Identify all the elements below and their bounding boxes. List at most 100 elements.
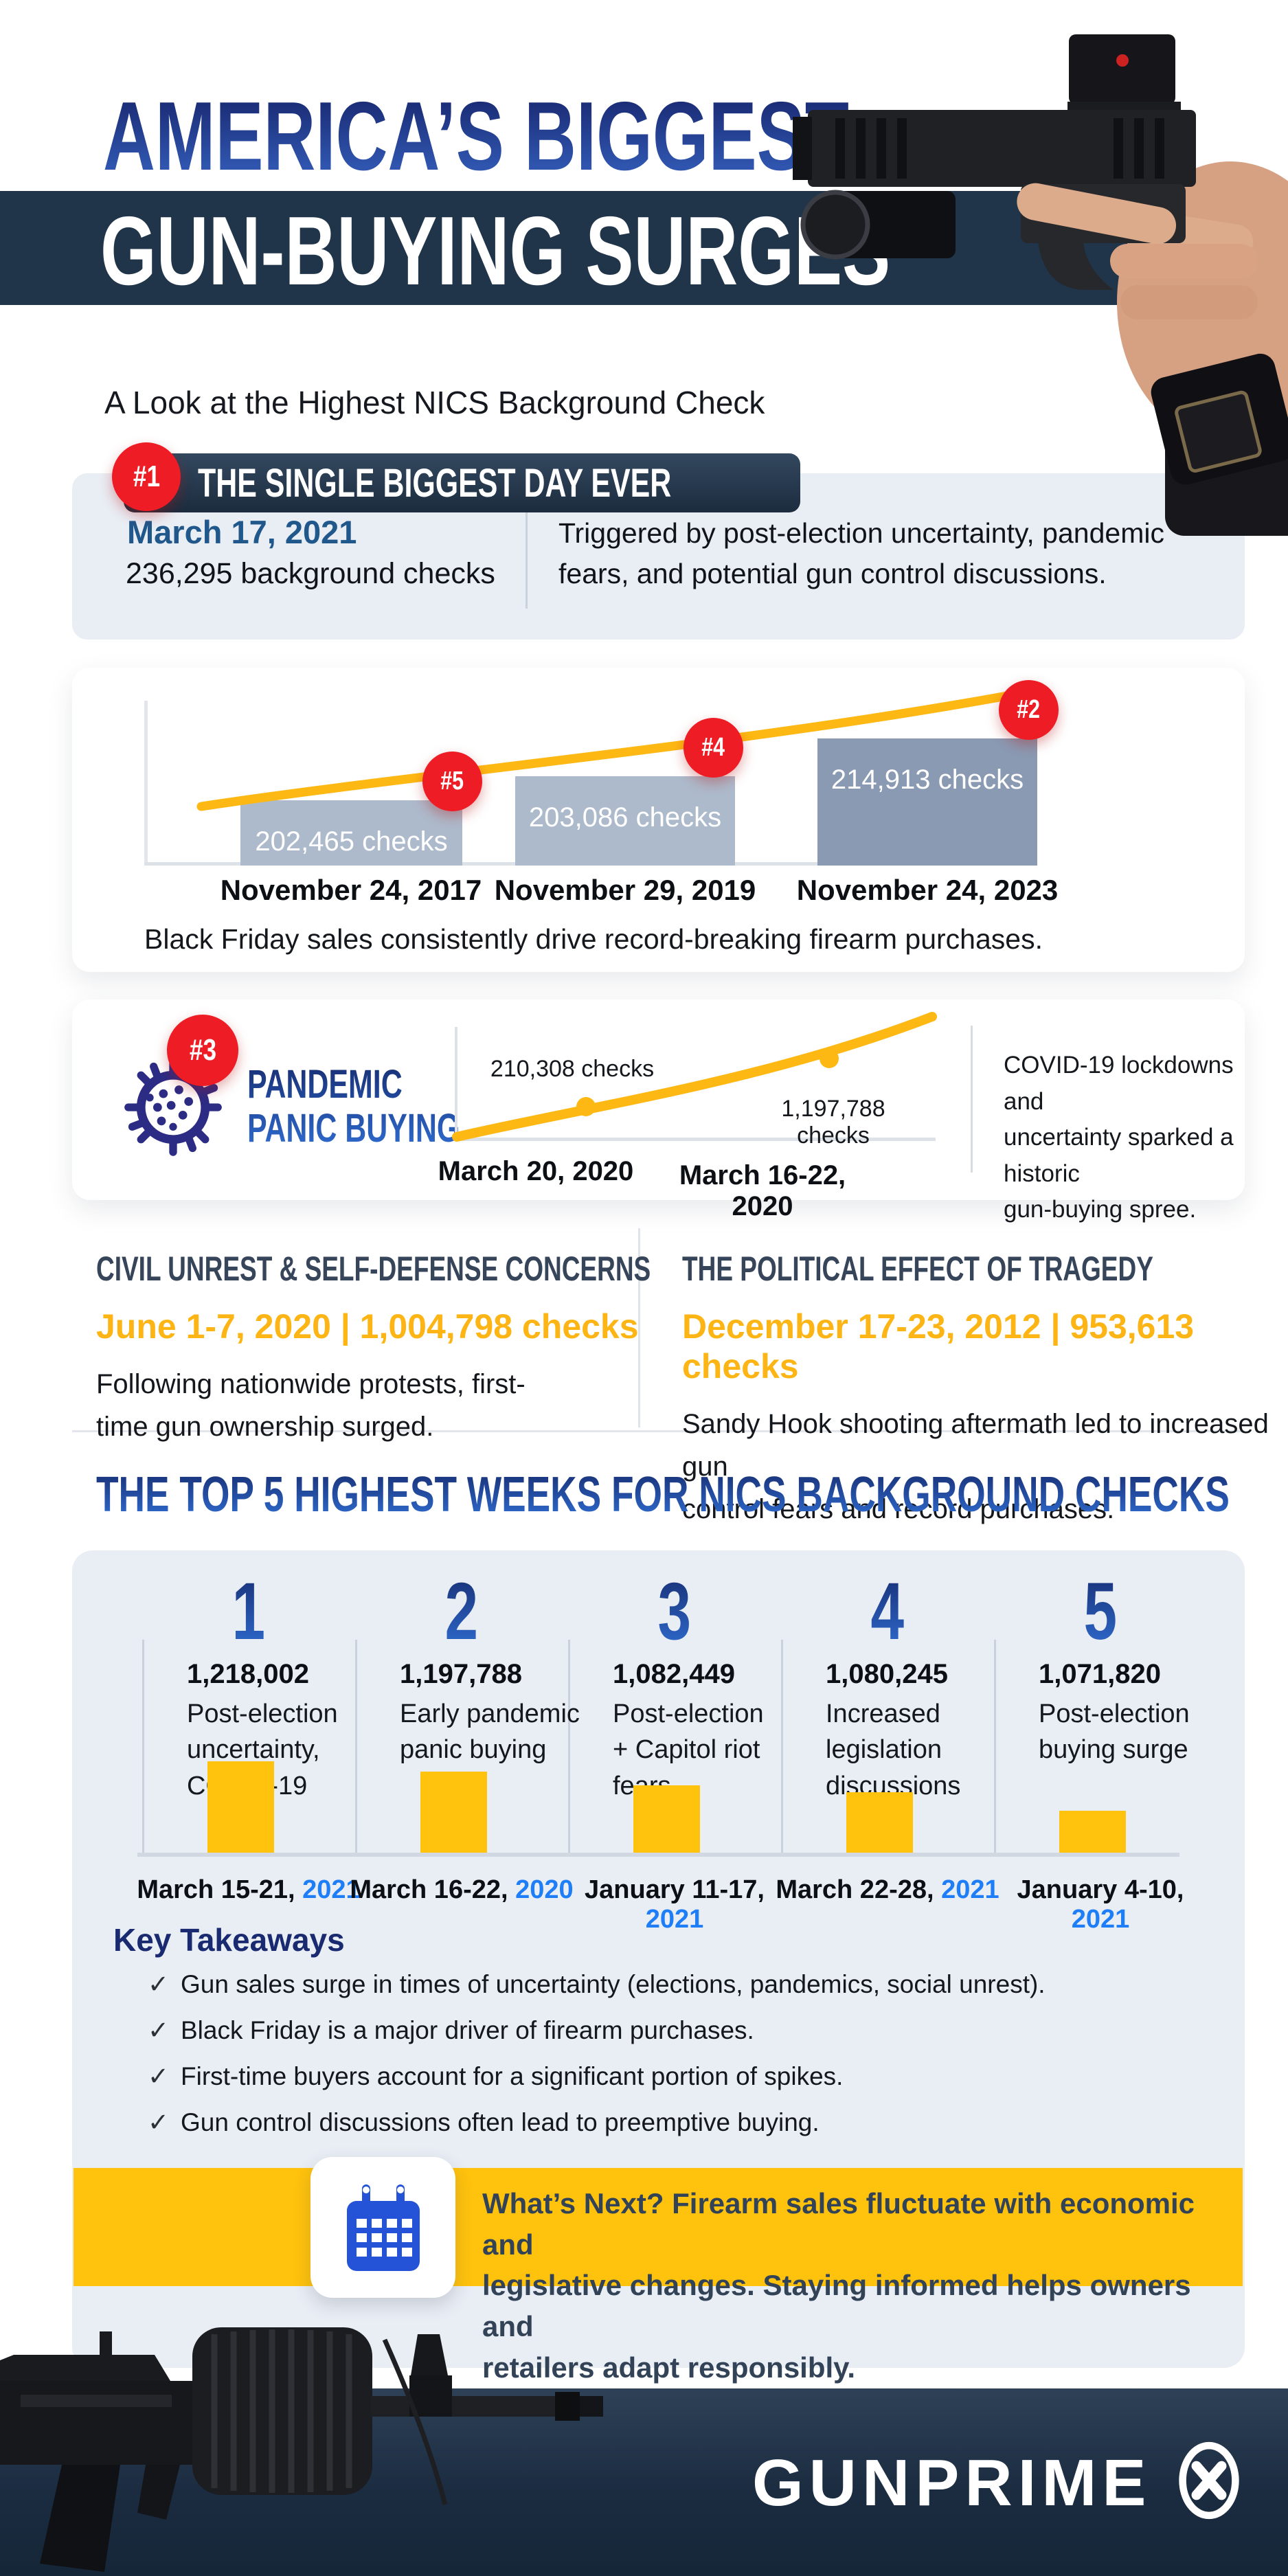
top5-description: Post-election + Capitol riot fears — [613, 1699, 764, 1800]
divider — [971, 1026, 973, 1173]
rank-badge-2: #2 — [999, 680, 1059, 740]
biggest-day-date: March 17, 2021 — [127, 514, 357, 550]
brand-logo-icon — [1179, 2441, 1239, 2520]
bf-date-2017: November 24, 2017 — [220, 874, 482, 906]
pandemic-date-2: March 16-22, 2020 — [679, 1160, 846, 1221]
divider — [142, 1640, 144, 1854]
event-civil-unrest: CIVIL UNREST & SELF-DEFENSE CONCERNS Jun… — [96, 1249, 846, 1448]
event-tragedy: THE POLITICAL EFFECT OF TRAGEDY December… — [682, 1249, 1288, 1530]
check-icon: ✓ — [148, 2062, 170, 2090]
top5-bar — [207, 1761, 274, 1854]
check-icon: ✓ — [148, 1970, 170, 1998]
top5-description: Increased legislation discussions — [826, 1699, 961, 1800]
top5-rank: 5 — [1083, 1566, 1118, 1657]
brand-logo-text: GUNPRIME — [752, 2446, 1152, 2520]
pandemic-point-label-1: 210,308 checks — [490, 1056, 655, 1082]
top5-rank: 3 — [657, 1566, 692, 1657]
top5-date: March 16-22, 2020 — [350, 1875, 574, 1904]
calendar-icon-box — [310, 2157, 455, 2298]
single-biggest-day-header: THE SINGLE BIGGEST DAY EVER — [124, 453, 800, 512]
pandemic-card: #3 PANDEMIC PANIC BUYING 210,308 checks … — [72, 999, 1245, 1223]
takeaway-item: ✓ Black Friday is a major driver of firea… — [148, 2016, 754, 2044]
top5-year: 2021 — [302, 1875, 361, 1904]
takeaway-item: ✓ Gun sales surge in times of uncertainty… — [148, 1970, 1046, 1998]
top5-value: 1,197,788 — [400, 1659, 522, 1689]
top5-bar — [1059, 1811, 1126, 1854]
pistol-hand-photo — [793, 34, 1288, 536]
top5-value: 1,218,002 — [187, 1659, 309, 1689]
event-title: CIVIL UNREST & SELF-DEFENSE CONCERNS — [96, 1250, 651, 1288]
top5-bar — [420, 1772, 487, 1854]
top5-card: 1 2 3 4 5 1,218,002 1,197,788 1,082,449 … — [72, 1550, 1245, 2384]
top5-rank: 2 — [444, 1566, 479, 1657]
top5-year: 2020 — [515, 1875, 574, 1904]
page-title-line2: GUN-BUYING SURGES — [100, 196, 891, 306]
bf-bar-2023: 214,913 checks — [817, 738, 1037, 866]
event-description: Sandy Hook shooting aftermath led to inc… — [682, 1409, 1269, 1524]
bf-bar-label: 214,913 checks — [831, 765, 1024, 795]
divider — [781, 1640, 783, 1854]
bf-bar-label: 202,465 checks — [255, 826, 448, 857]
pandemic-line — [452, 1012, 937, 1142]
top5-title: THE TOP 5 HIGHEST WEEKS FOR NICS BACKGRO… — [96, 1467, 1230, 1522]
top5-description: Post-election buying surge — [1039, 1699, 1190, 1765]
rifle-photo — [0, 2327, 603, 2572]
biggest-day-description: Triggered by post-election uncertainty, … — [558, 517, 1164, 590]
top5-value: 1,082,449 — [613, 1659, 735, 1689]
rank-badge-1: #1 — [112, 442, 181, 511]
bf-bar-label: 203,086 checks — [528, 802, 722, 833]
bf-bar-2019: 203,086 checks — [515, 776, 735, 866]
whats-next-text: What’s Next? Firearm sales fluctuate wit… — [482, 2187, 1195, 2384]
pandemic-y-axis — [455, 1027, 457, 1140]
top5-rank: 4 — [870, 1566, 905, 1657]
takeaway-item: ✓ Gun control discussions often lead to p… — [148, 2108, 820, 2136]
bf-bar-2017: 202,465 checks — [240, 800, 462, 866]
events-divider — [638, 1228, 640, 1427]
top5-date: January 4-10, 2021 — [1017, 1875, 1184, 1934]
check-icon: ✓ — [148, 2108, 170, 2136]
top5-value: 1,071,820 — [1039, 1659, 1161, 1689]
top5-rank: 1 — [231, 1566, 266, 1657]
divider — [568, 1640, 570, 1854]
top5-description: Early pandemic panic buying — [400, 1699, 580, 1765]
event-stat: June 1-7, 2020 | 1,004,798 checks — [96, 1307, 639, 1346]
event-description: Following nationwide protests, first- ti… — [96, 1369, 526, 1442]
trend-curve — [196, 688, 1030, 811]
top5-date: March 22-28, 2021 — [776, 1875, 999, 1904]
top5-date: March 15-21, 2021 — [137, 1875, 361, 1904]
rank-badge-5: #5 — [422, 752, 482, 811]
pandemic-title: PANDEMIC PANIC BUYING — [247, 1062, 460, 1151]
whats-next-banner: What’s Next? Firearm sales fluctuate wit… — [74, 2168, 1243, 2384]
divider — [526, 504, 528, 609]
top5-baseline — [137, 1853, 1179, 1857]
pandemic-date-1: March 20, 2020 — [438, 1156, 634, 1186]
pandemic-point-label-2: 1,197,788 checks — [781, 1096, 885, 1149]
event-title: THE POLITICAL EFFECT OF TRAGEDY — [682, 1250, 1153, 1288]
divider — [355, 1640, 357, 1854]
black-friday-chart-card: 202,465 checks 203,086 checks 214,913 ch… — [72, 668, 1245, 972]
top5-value: 1,080,245 — [826, 1659, 948, 1689]
key-takeaways-title: Key Takeaways — [113, 1922, 345, 1958]
top5-year: 2021 — [1071, 1905, 1130, 1934]
page-title-line1: AMERICA’S BIGGEST — [103, 82, 849, 191]
events-bottom-rule — [72, 1430, 1245, 1432]
calendar-icon — [346, 2184, 420, 2271]
pandemic-x-axis — [455, 1138, 936, 1141]
event-stat: December 17-23, 2012 | 953,613 checks — [682, 1307, 1195, 1386]
pandemic-description: COVID-19 lockdowns and uncertainty spark… — [1004, 1052, 1234, 1223]
top5-bar — [633, 1785, 700, 1854]
y-axis — [144, 701, 148, 864]
top5-year: 2021 — [941, 1875, 999, 1904]
top5-bar — [846, 1792, 913, 1854]
top5-year: 2021 — [645, 1905, 704, 1934]
takeaway-item: ✓ First-time buyers account for a signifi… — [148, 2062, 844, 2090]
subtitle-line1: A Look at the Highest NICS Background Ch… — [104, 385, 765, 421]
bf-date-2019: November 29, 2019 — [494, 874, 756, 906]
bf-date-2023: November 24, 2023 — [796, 874, 1059, 906]
bf-caption: Black Friday sales consistently drive re… — [144, 923, 1043, 955]
check-icon: ✓ — [148, 2016, 170, 2044]
rank-badge-4: #4 — [683, 718, 743, 778]
top5-date: January 11-17, 2021 — [585, 1875, 765, 1934]
divider — [994, 1640, 996, 1854]
